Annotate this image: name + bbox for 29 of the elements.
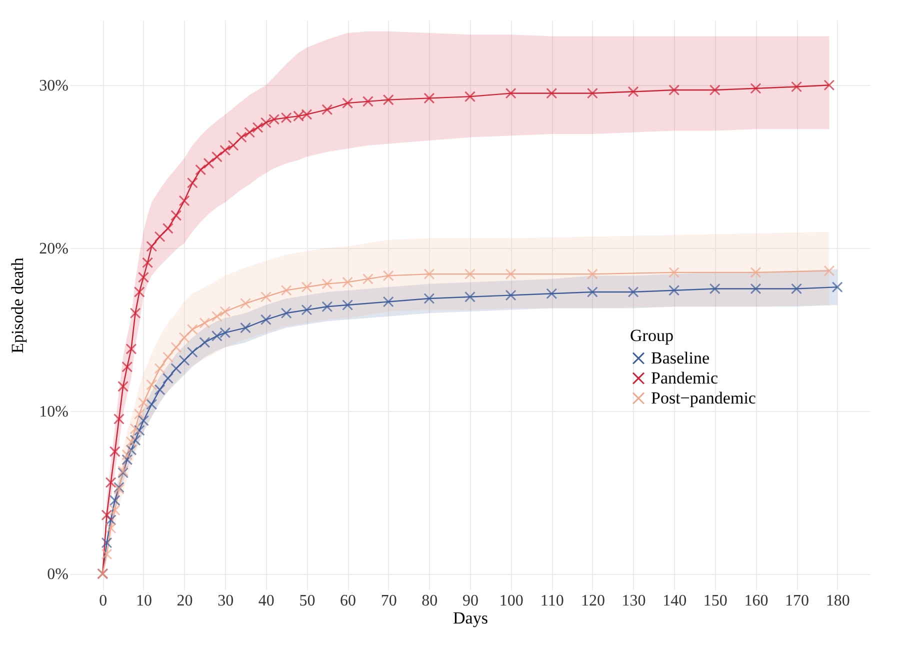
y-tick-label: 10% (39, 403, 68, 420)
x-tick-label: 10 (136, 592, 152, 610)
y-tick-label: 0% (47, 566, 68, 584)
x-tick-label: 180 (826, 592, 850, 610)
legend-title: Group (630, 326, 674, 345)
x-tick-label: 140 (662, 592, 687, 610)
x-tick-label: 50 (299, 592, 316, 610)
x-tick-label: 150 (703, 592, 728, 610)
x-tick-label: 20 (176, 592, 193, 610)
y-axis-title: Episode death (8, 257, 28, 354)
x-tick-label: 170 (785, 592, 810, 610)
x-tick-label: 0 (99, 592, 108, 610)
legend-label: Baseline (651, 348, 710, 368)
x-tick-label: 100 (499, 592, 524, 610)
x-axis-title: Days (453, 608, 488, 628)
legend-label: Post−pandemic (651, 388, 756, 408)
x-tick-label: 80 (422, 592, 438, 610)
y-tick-label: 30% (39, 78, 68, 95)
x-tick-label: 40 (258, 592, 274, 610)
x-tick-label: 30 (218, 592, 234, 610)
x-tick-label: 130 (622, 592, 646, 610)
x-tick-label: 120 (580, 592, 605, 610)
x-tick-label: 110 (540, 592, 564, 610)
legend-label: Pandemic (651, 368, 718, 388)
x-tick-label: 60 (340, 592, 356, 610)
x-tick-label: 90 (462, 592, 478, 610)
y-tick-label: 20% (39, 240, 68, 258)
x-tick-label: 70 (380, 592, 397, 610)
x-tick-label: 160 (744, 592, 768, 610)
